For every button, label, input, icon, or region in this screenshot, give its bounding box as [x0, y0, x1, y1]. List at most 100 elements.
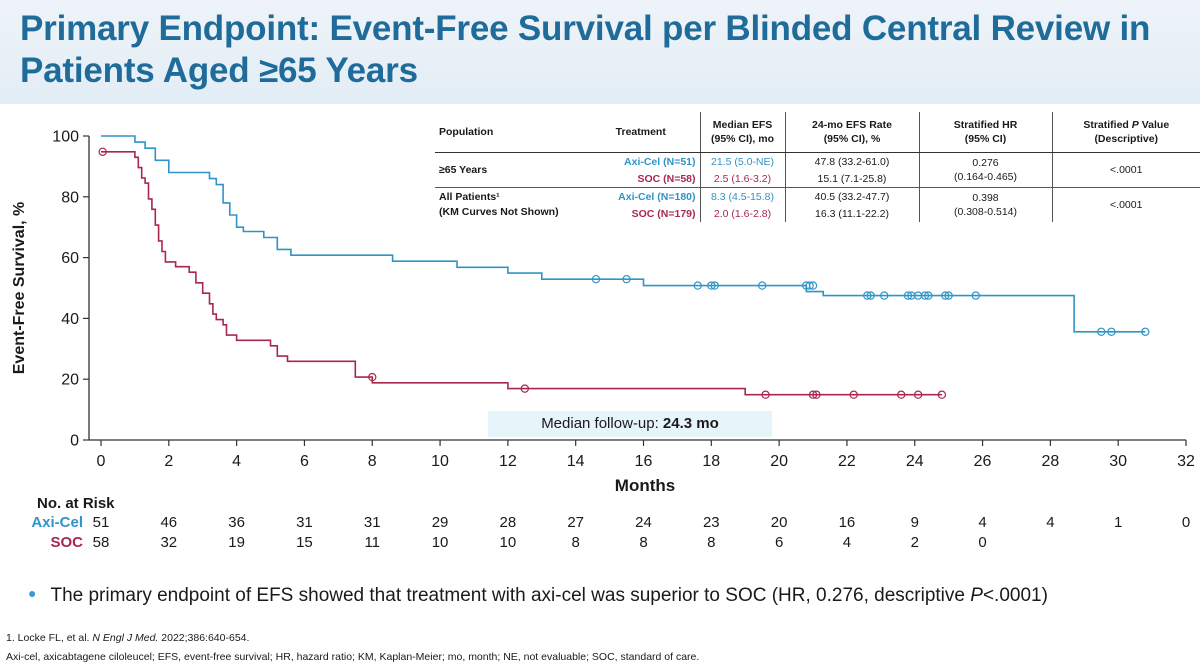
median-cell: 21.5 (5.0-NE) — [700, 152, 786, 170]
censor-mark-axi-cel — [863, 291, 872, 300]
censor-mark-axi-cel — [920, 291, 930, 300]
median-follow-up-box: Median follow-up: 24.3 mo — [488, 411, 772, 437]
x-tick-label: 16 — [635, 453, 653, 470]
at-risk-value-soc: 58 — [93, 534, 110, 551]
at-risk-value-soc: 10 — [432, 534, 449, 551]
header-24mo-rate: 24-mo EFS Rate (95% CI), % — [785, 112, 920, 153]
bullet-dot-icon: ● — [28, 585, 37, 601]
at-risk-value-soc: 8 — [572, 534, 580, 551]
censor-mark-soc — [761, 390, 770, 399]
censor-mark-soc — [98, 147, 107, 157]
treatment-cell: Axi-Cel (N=51) — [582, 152, 701, 170]
at-risk-value-soc: 32 — [160, 534, 177, 551]
censor-mark-axi-cel — [693, 281, 702, 290]
censor-mark-axi-cel — [757, 281, 767, 290]
hr-cell: 0.398 (0.308-0.514) — [919, 187, 1053, 222]
table-row: SOC (N=179) 2.0 (1.6-2.8) 16.3 (11.1-22.… — [435, 205, 1200, 222]
censor-mark-soc — [896, 390, 906, 399]
population-cell: ≥65 Years — [439, 163, 488, 176]
censor-mark-axi-cel — [808, 281, 818, 290]
title-banner: Primary Endpoint: Event-Free Survival pe… — [0, 0, 1200, 104]
at-risk-value-soc: 19 — [228, 534, 245, 551]
reference: 1. Locke FL, et al. N Engl J Med. 2022;3… — [6, 632, 250, 644]
km-chart: 0 2 4 6 8 10 12 14 16 18 20 22 24 26 28 30 3202040608010… — [11, 129, 1195, 552]
at-risk-value-axi-cel: 24 — [635, 514, 652, 531]
population-cell: All Patients¹ (KM Curves Not Shown) — [435, 187, 582, 222]
censor-mark-axi-cel — [880, 291, 889, 300]
at-risk-value-axi-cel: 28 — [500, 514, 517, 531]
censor-mark-axi-cel — [707, 281, 716, 290]
censor-mark-axi-cel — [971, 291, 980, 300]
censor-mark-axi-cel — [866, 291, 875, 300]
header-population: Population — [435, 112, 582, 153]
x-tick-label: 18 — [702, 453, 720, 470]
at-risk-value-axi-cel: 4 — [978, 514, 986, 531]
y-tick-label: 80 — [61, 189, 79, 206]
censor-mark-axi-cel — [710, 281, 719, 290]
median-cell: 8.3 (4.5-15.8) — [700, 187, 786, 205]
treatment-cell: SOC (N=179) — [582, 205, 701, 222]
censor-mark-axi-cel — [944, 291, 953, 300]
series-line-axi-cel — [101, 135, 1146, 333]
x-tick-label: 8 — [368, 453, 377, 470]
rate-cell: 15.1 (7.1-25.8) — [785, 170, 920, 188]
x-axis-title: Months — [615, 476, 675, 495]
at-risk-value-axi-cel: 46 — [160, 514, 177, 531]
x-tick-label: 20 — [770, 453, 788, 470]
at-risk-value-axi-cel: 20 — [771, 514, 788, 531]
x-tick-label: 22 — [838, 453, 856, 470]
at-risk-label-soc: SOC — [50, 534, 83, 551]
page-title: Primary Endpoint: Event-Free Survival pe… — [20, 9, 1151, 90]
p-value-cell: <.0001 — [1110, 164, 1143, 176]
censor-mark-soc — [812, 390, 821, 399]
at-risk-value-soc: 10 — [500, 534, 517, 551]
x-tick-label: 6 — [300, 453, 309, 470]
at-risk-value-axi-cel: 51 — [93, 514, 110, 531]
censor-mark-axi-cel — [805, 281, 814, 290]
follow-up-value: 24.3 mo — [662, 415, 719, 432]
at-risk-value-soc: 0 — [978, 534, 986, 551]
y-tick-label: 40 — [61, 311, 79, 328]
at-risk-value-soc: 11 — [364, 534, 380, 551]
at-risk-value-soc: 6 — [775, 534, 783, 551]
censor-mark-axi-cel — [903, 291, 913, 300]
censor-mark-soc — [913, 390, 923, 399]
censor-mark-soc — [849, 390, 858, 399]
at-risk-value-axi-cel: 0 — [1182, 514, 1190, 531]
censor-mark-soc — [520, 384, 530, 393]
header-hr: Stratified HR (95% CI) — [919, 112, 1053, 153]
x-tick-label: 24 — [906, 453, 924, 470]
censor-mark-axi-cel — [591, 274, 601, 284]
x-tick-label: 12 — [499, 453, 517, 470]
at-risk-value-axi-cel: 27 — [567, 514, 584, 531]
at-risk-value-soc: 15 — [296, 534, 313, 551]
at-risk-value-axi-cel: 31 — [296, 514, 313, 531]
y-tick-label: 0 — [70, 433, 79, 450]
median-cell: 2.5 (1.6-3.2) — [700, 170, 786, 188]
y-tick-label: 60 — [61, 250, 79, 267]
at-risk-value-soc: 8 — [707, 534, 715, 551]
at-risk-value-axi-cel: 4 — [1046, 514, 1054, 531]
y-tick-label: 100 — [52, 129, 79, 146]
median-cell: 2.0 (1.6-2.8) — [700, 205, 786, 222]
x-tick-label: 0 — [97, 453, 106, 470]
x-tick-label: 4 — [232, 453, 241, 470]
hr-cell: 0.276 (0.164-0.465) — [919, 152, 1053, 188]
x-tick-label: 14 — [567, 453, 585, 470]
censor-mark-axi-cel — [622, 274, 631, 284]
header-p-value: Stratified P Value (Descriptive) — [1052, 112, 1200, 153]
x-tick-label: 30 — [1109, 453, 1127, 470]
treatment-cell: Axi-Cel (N=180) — [582, 187, 701, 205]
table-row: SOC (N=58) 2.5 (1.6-3.2) 15.1 (7.1-25.8) — [435, 170, 1200, 188]
km-curves — [98, 135, 1150, 399]
at-risk-value-axi-cel: 9 — [911, 514, 919, 531]
at-risk-title: No. at Risk — [37, 495, 115, 512]
censor-mark-axi-cel — [924, 291, 933, 300]
y-tick-label: 20 — [61, 372, 79, 389]
censor-mark-axi-cel — [1107, 327, 1116, 336]
series-line-soc — [101, 151, 942, 396]
treatment-cell: SOC (N=58) — [582, 170, 701, 188]
at-risk-value-axi-cel: 36 — [228, 514, 245, 531]
rate-cell: 16.3 (11.1-22.2) — [785, 205, 920, 222]
table-header-row: Population Treatment Median EFS (95% CI),… — [435, 112, 1200, 153]
